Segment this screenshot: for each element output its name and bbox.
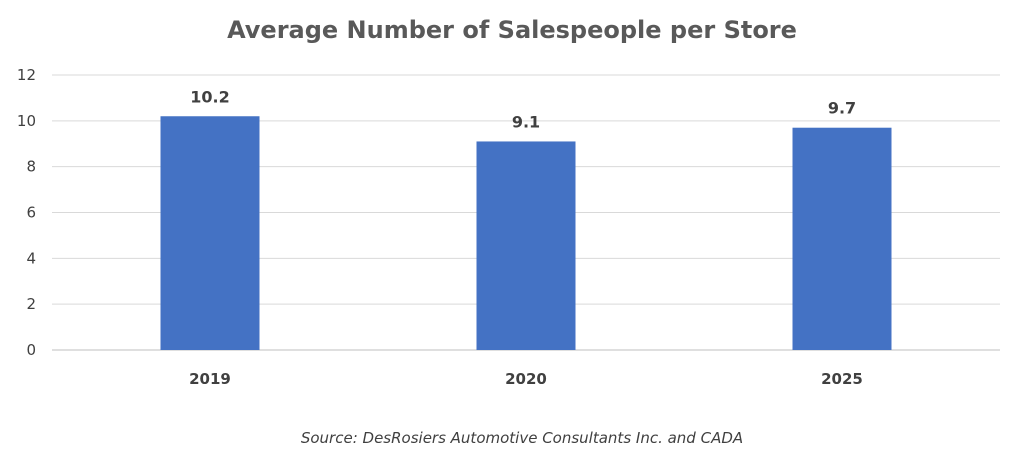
bar-2019 <box>160 116 260 350</box>
x-category-label: 2019 <box>189 370 231 388</box>
y-tick-label: 4 <box>26 249 36 267</box>
y-tick-label: 2 <box>26 295 36 313</box>
source-note: Source: DesRosiers Automotive Consultant… <box>301 429 743 447</box>
y-axis-ticks: 0 2 4 6 8 10 12 <box>17 66 36 359</box>
y-tick-label: 12 <box>17 66 36 84</box>
data-label-2025: 9.7 <box>828 99 856 118</box>
y-tick-label: 8 <box>26 158 36 176</box>
data-labels: 10.2 9.1 9.7 <box>190 87 856 131</box>
x-axis-categories: 2019 2020 2025 <box>189 370 863 388</box>
data-label-2020: 9.1 <box>512 112 540 131</box>
y-tick-label: 6 <box>26 204 36 222</box>
x-category-label: 2020 <box>505 370 547 388</box>
y-tick-label: 10 <box>17 112 36 130</box>
bar-2025 <box>792 127 892 350</box>
x-category-label: 2025 <box>821 370 863 388</box>
data-label-2019: 10.2 <box>190 87 229 106</box>
bars <box>160 116 892 350</box>
bar-2020 <box>476 141 576 350</box>
y-tick-label: 0 <box>26 341 36 359</box>
chart-title: Average Number of Salespeople per Store <box>227 16 797 44</box>
